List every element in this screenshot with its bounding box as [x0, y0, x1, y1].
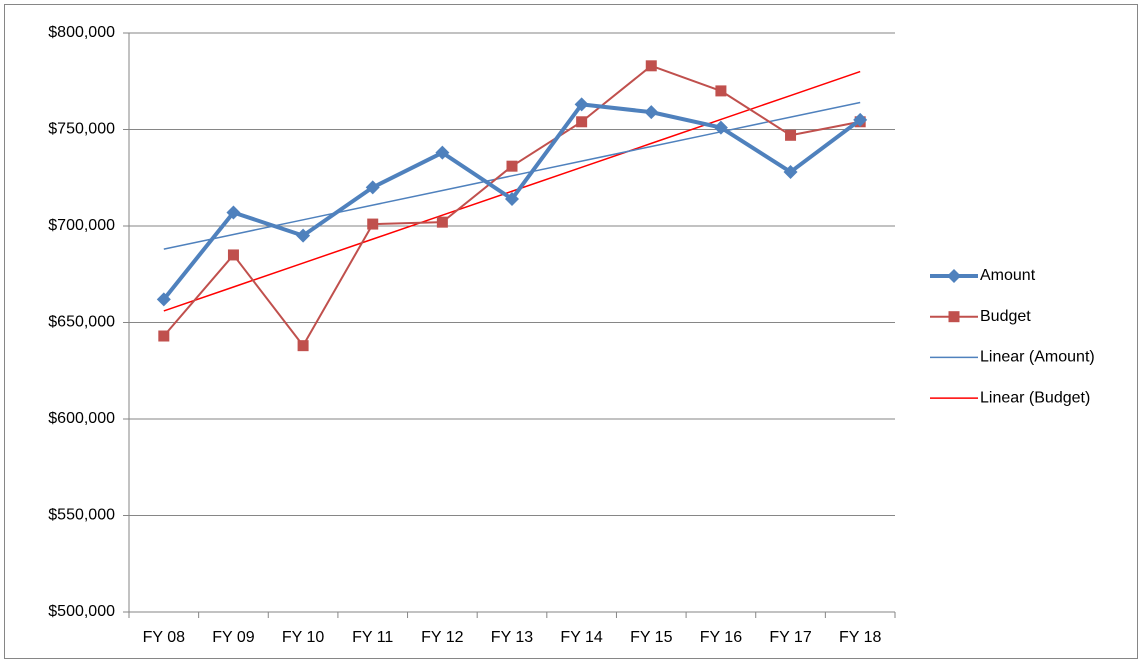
x-tick-label: FY 11 — [352, 629, 393, 646]
series-line — [163, 70, 861, 312]
data-point — [297, 340, 309, 352]
data-point — [158, 330, 170, 342]
data-point — [715, 85, 727, 97]
y-tick-label: $550,000 — [48, 507, 115, 524]
y-tick-label: $650,000 — [48, 314, 115, 331]
data-point — [645, 60, 657, 72]
data-point — [785, 129, 797, 141]
data-point — [853, 112, 868, 127]
x-tick-label: FY 08 — [143, 629, 186, 646]
data-point — [365, 180, 380, 195]
legend-label: Linear (Amount) — [980, 349, 1095, 366]
data-point — [367, 218, 379, 230]
x-tick-label: FY 13 — [491, 629, 534, 646]
chart-border — [4, 4, 1138, 659]
legend-label: Amount — [980, 267, 1036, 284]
legend-marker — [948, 311, 960, 323]
y-tick-label: $750,000 — [48, 121, 115, 138]
y-tick-label: $800,000 — [48, 24, 115, 41]
data-point — [506, 160, 518, 172]
data-point — [644, 105, 659, 120]
y-tick-label: $700,000 — [48, 217, 115, 234]
x-tick-label: FY 18 — [839, 629, 882, 646]
x-tick-label: FY 09 — [212, 629, 255, 646]
x-tick-label: FY 15 — [630, 629, 673, 646]
data-point — [156, 292, 171, 307]
data-point — [713, 120, 728, 135]
data-point — [227, 249, 239, 261]
legend-label: Budget — [980, 308, 1031, 325]
data-point — [436, 216, 448, 228]
data-point — [226, 205, 241, 220]
series-line — [163, 101, 861, 250]
x-tick-label: FY 10 — [282, 629, 325, 646]
x-tick-label: FY 14 — [560, 629, 603, 646]
data-point — [505, 191, 519, 206]
data-point — [574, 97, 589, 112]
legend-marker — [947, 269, 961, 283]
data-point — [576, 116, 588, 128]
y-tick-label: $500,000 — [48, 603, 115, 620]
x-tick-label: FY 17 — [769, 629, 812, 646]
data-point — [296, 228, 311, 243]
data-point — [435, 145, 450, 160]
data-point — [783, 164, 798, 179]
x-tick-label: FY 12 — [421, 629, 464, 646]
y-tick-label: $600,000 — [48, 410, 115, 427]
legend-label: Linear (Budget) — [980, 389, 1090, 406]
x-tick-label: FY 16 — [700, 629, 743, 646]
